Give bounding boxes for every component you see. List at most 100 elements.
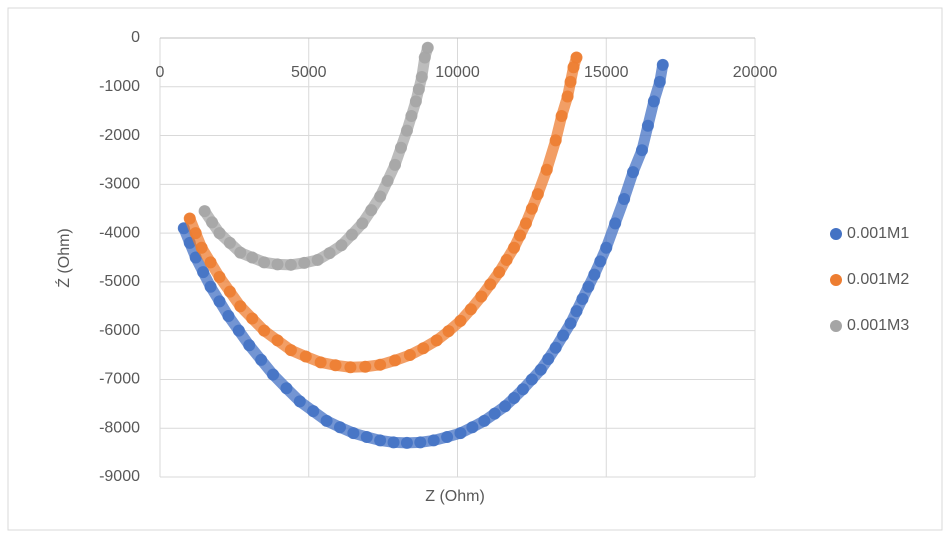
point	[222, 310, 235, 323]
y-tick-label: -3000	[99, 176, 140, 193]
point	[570, 305, 583, 318]
point	[519, 217, 532, 230]
point	[284, 344, 297, 357]
point	[564, 317, 577, 330]
point	[374, 358, 387, 371]
point	[409, 95, 422, 108]
y-tick-label: -7000	[99, 371, 140, 388]
point	[405, 110, 418, 123]
point	[198, 205, 211, 218]
point	[594, 255, 607, 268]
x-tick-label: 5000	[291, 64, 327, 81]
point	[271, 334, 284, 347]
point	[417, 342, 430, 355]
point	[197, 266, 210, 279]
point	[356, 217, 369, 230]
point	[195, 241, 208, 254]
point	[525, 202, 538, 215]
point	[400, 124, 413, 137]
point	[345, 228, 358, 241]
point	[298, 256, 311, 269]
point	[389, 354, 402, 367]
point	[653, 75, 666, 88]
point	[442, 325, 455, 338]
point	[271, 258, 284, 271]
point	[576, 292, 589, 305]
point	[427, 434, 440, 447]
point	[493, 266, 506, 279]
point	[243, 339, 256, 352]
y-tick-label: -9000	[99, 468, 140, 485]
point	[381, 174, 394, 187]
point	[223, 236, 236, 249]
point	[488, 407, 501, 420]
point	[499, 400, 512, 413]
point	[464, 303, 477, 316]
point	[500, 253, 513, 266]
point	[183, 212, 196, 225]
legend-label: 0.001M1	[847, 225, 909, 242]
point	[647, 95, 660, 108]
point	[540, 163, 553, 176]
point	[582, 280, 595, 293]
point	[267, 368, 280, 381]
point	[403, 349, 416, 362]
point	[246, 251, 259, 264]
point	[421, 41, 434, 54]
point	[333, 421, 346, 434]
point	[609, 217, 622, 230]
point	[365, 204, 378, 217]
x-axis-title: Z (Ohm)	[425, 488, 485, 505]
legend-label: 0.001M3	[847, 317, 909, 334]
point	[311, 253, 324, 266]
point	[555, 110, 568, 123]
chart-border	[7, 7, 943, 531]
point	[360, 431, 373, 444]
point	[454, 427, 467, 440]
point	[246, 312, 259, 325]
point	[531, 188, 544, 201]
point	[213, 295, 226, 308]
point	[627, 166, 640, 179]
point	[374, 434, 387, 447]
y-tick-label: 0	[131, 29, 140, 46]
point	[189, 251, 202, 264]
point	[508, 241, 521, 254]
point	[232, 324, 245, 337]
point	[484, 278, 497, 291]
point	[204, 280, 217, 293]
point	[223, 285, 236, 298]
point	[542, 352, 555, 365]
point	[258, 256, 271, 269]
point	[635, 144, 648, 157]
point	[570, 51, 583, 64]
point	[567, 61, 580, 74]
legend-marker	[830, 320, 842, 332]
series-band	[184, 52, 582, 373]
legend-marker	[830, 274, 842, 286]
y-tick-label: -4000	[99, 224, 140, 241]
point	[641, 119, 654, 132]
point	[400, 436, 413, 449]
point	[320, 414, 333, 427]
point	[394, 141, 407, 154]
point	[374, 190, 387, 203]
point	[280, 382, 293, 395]
point	[549, 341, 562, 354]
point	[588, 268, 601, 281]
point	[508, 391, 521, 404]
point	[441, 431, 454, 444]
point	[206, 216, 219, 229]
point	[299, 350, 312, 363]
legend-label: 0.001M2	[847, 271, 909, 288]
point	[189, 227, 202, 240]
point	[213, 227, 226, 240]
point	[513, 229, 526, 242]
point	[284, 258, 297, 271]
y-tick-label: -2000	[99, 127, 140, 144]
point	[600, 241, 613, 254]
point	[475, 290, 488, 303]
point	[387, 436, 400, 449]
point	[213, 271, 226, 284]
